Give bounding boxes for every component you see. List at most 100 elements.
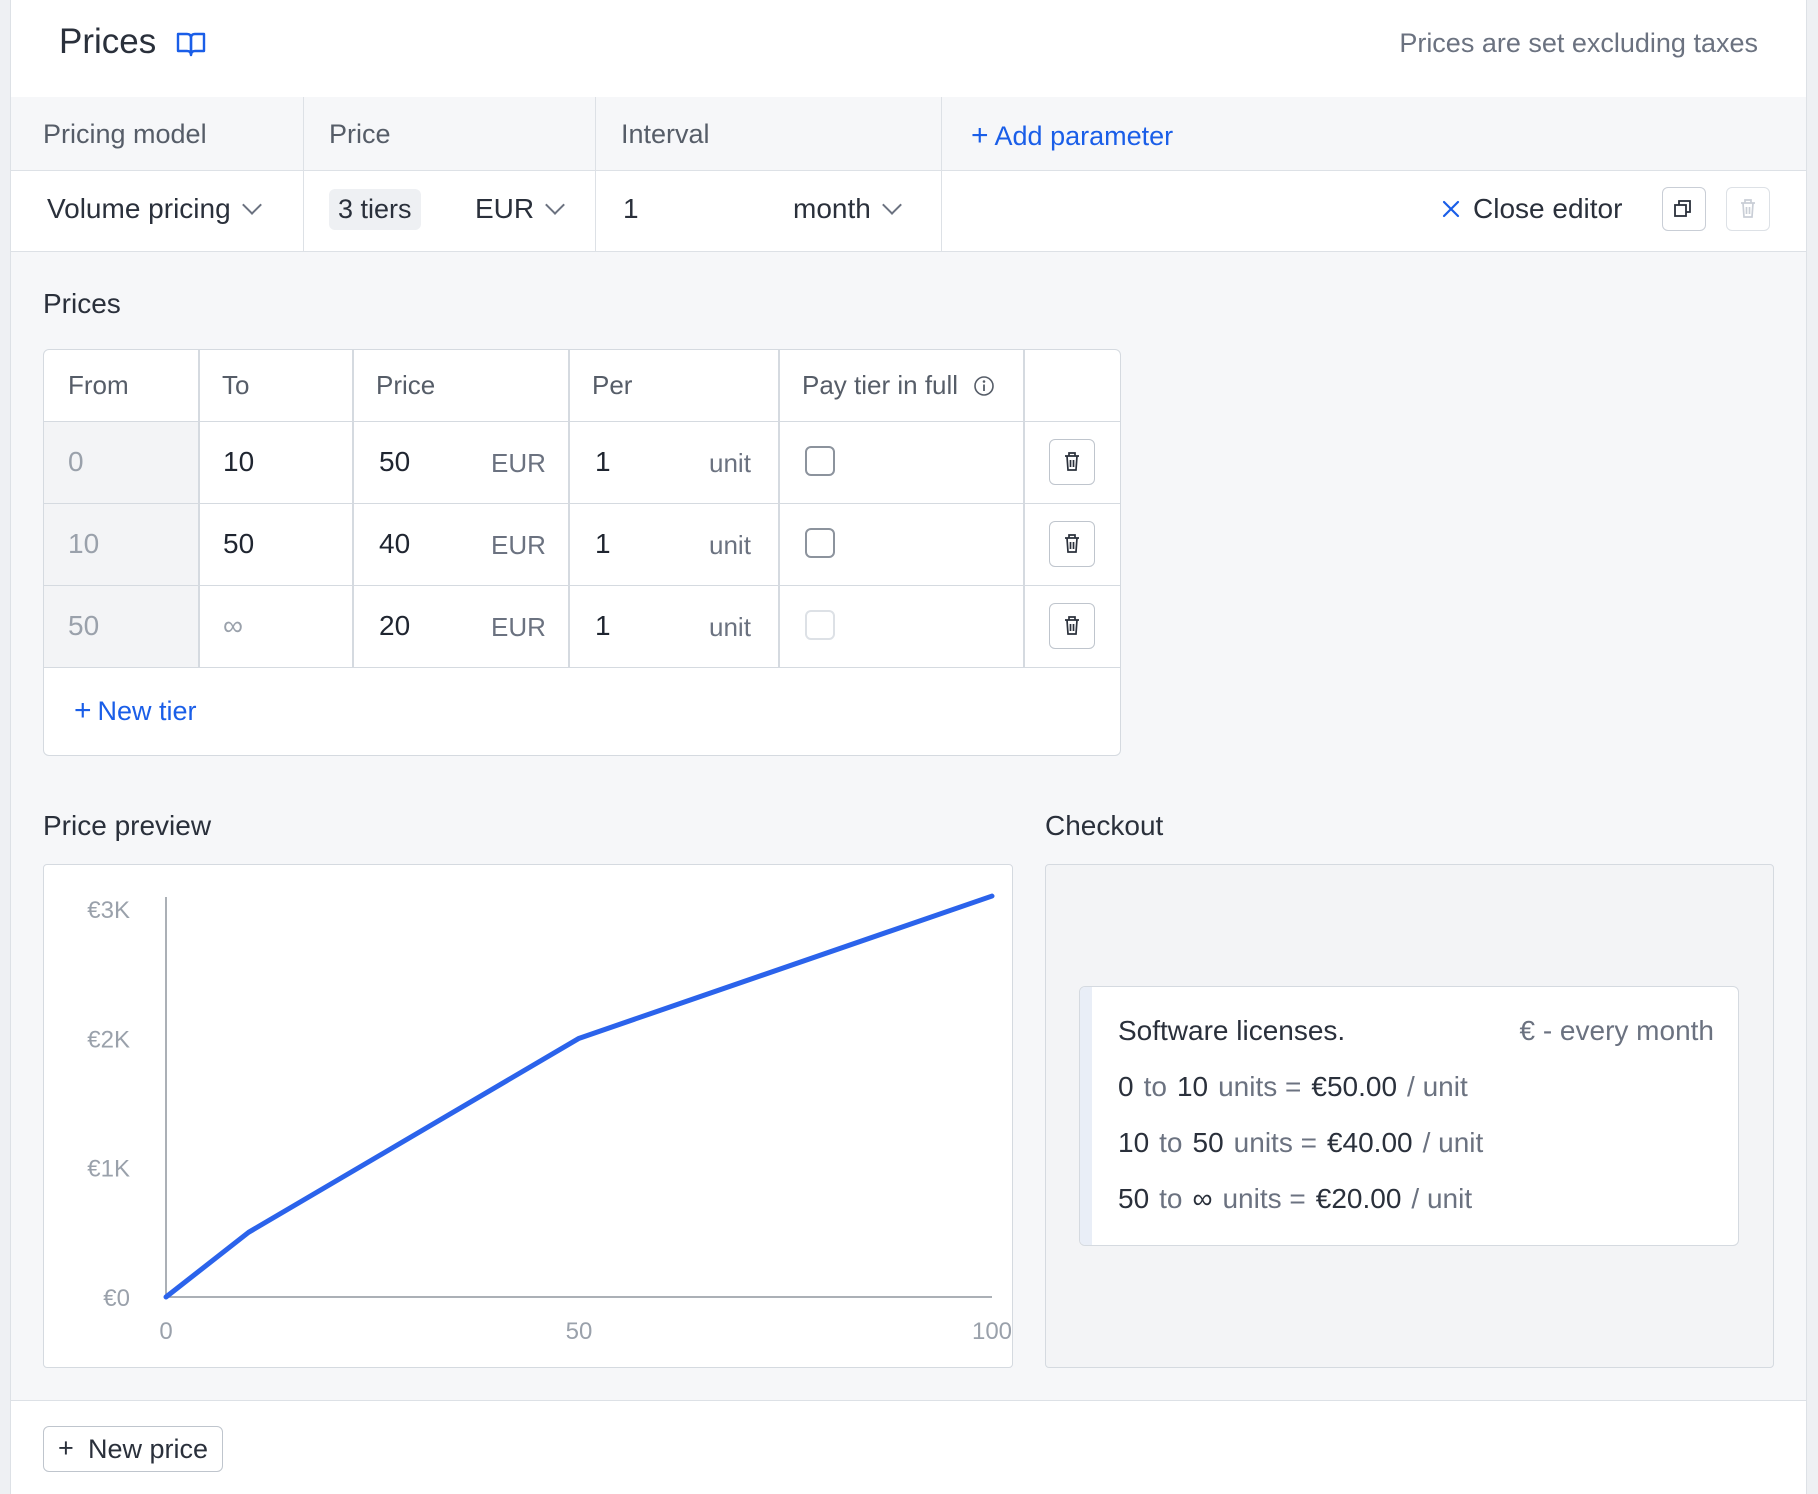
trash-icon: [1065, 452, 1079, 471]
per-input[interactable]: 1 unit: [569, 504, 778, 585]
book-icon[interactable]: [176, 31, 206, 57]
close-editor-label: Close editor: [1473, 193, 1623, 224]
parameters-row: Volume pricing 3 tiers EUR 1 month Close…: [11, 171, 1806, 251]
to-input[interactable]: 10: [199, 422, 352, 503]
tier-to: ∞: [1192, 1183, 1213, 1214]
price-preview-title: Price preview: [43, 810, 212, 841]
currency-label: EUR: [491, 448, 546, 478]
to-value-infinity: ∞: [223, 610, 243, 641]
checkout-product-name: Software licenses.: [1118, 1015, 1346, 1046]
to-column-header: To: [222, 370, 250, 400]
tiers-table-header: From To Price Per Pay tier in full: [44, 350, 1120, 422]
from-value: 50: [68, 610, 100, 641]
delete-tier-cell: [1024, 422, 1120, 503]
interval-count-input[interactable]: 1: [623, 193, 639, 224]
duplicate-icon: [1674, 200, 1691, 217]
tax-note: Prices are set excluding taxes: [1399, 28, 1758, 58]
pricing-model-select[interactable]: Volume pricing: [47, 193, 262, 225]
pay-tier-in-full-checkbox: [805, 610, 835, 640]
delete-tier-cell: [1024, 586, 1120, 667]
new-price-label: New price: [88, 1434, 209, 1464]
price-value: 50: [379, 446, 411, 477]
checkout-tier-line: 10 to 50 units = €40.00 / unit: [1118, 1127, 1493, 1159]
unit-label: unit: [709, 530, 751, 560]
tier-to: 50: [1192, 1127, 1224, 1158]
tier-units: units =: [1233, 1127, 1317, 1158]
checkout-card: Software licenses. € - every month 0 to 10…: [1079, 986, 1739, 1246]
prices-section-title: Prices: [43, 288, 121, 319]
from-cell: 0: [44, 422, 198, 503]
x-tick-label: 0: [159, 1318, 172, 1345]
tier-row: 10 50 40 EUR 1 unit: [44, 504, 1120, 586]
delete-price-button[interactable]: [1726, 187, 1770, 231]
tiers-badge[interactable]: 3 tiers: [329, 189, 421, 230]
checkout-tier-line: 50 to ∞ units = €20.00 / unit: [1118, 1183, 1482, 1215]
price-input[interactable]: 20 EUR: [353, 586, 568, 667]
currency-label: EUR: [491, 612, 546, 642]
from-cell: 50: [44, 586, 198, 667]
tier-from: 0: [1118, 1071, 1134, 1102]
add-parameter-link[interactable]: + Add parameter: [971, 119, 1173, 153]
close-editor-button[interactable]: Close editor: [1441, 193, 1622, 225]
currency-select[interactable]: EUR: [475, 193, 566, 225]
price-value: 20: [379, 610, 411, 641]
prices-card: Prices Prices are set excluding taxes Pr…: [10, 0, 1807, 1494]
unit-label: unit: [709, 448, 751, 478]
price-input[interactable]: 40 EUR: [353, 504, 568, 585]
pay-tier-in-full-checkbox[interactable]: [805, 446, 835, 476]
trash-icon: [1065, 616, 1079, 635]
interval-unit-select[interactable]: month: [793, 193, 902, 225]
to-value: 10: [223, 446, 255, 477]
unit-label: unit: [709, 612, 751, 642]
checkout-preview: Software licenses. € - every month 0 to 10…: [1045, 864, 1774, 1368]
price-input[interactable]: 50 EUR: [353, 422, 568, 503]
y-tick-label: €3K: [87, 897, 130, 924]
parameters-header: Pricing model Price Interval + Add parame…: [11, 97, 1806, 171]
currency-value: EUR: [475, 193, 535, 224]
chevron-down-icon: [545, 195, 566, 215]
to-input[interactable]: 50: [199, 504, 352, 585]
tier-units: units =: [1222, 1183, 1306, 1214]
new-tier-label: New tier: [97, 696, 197, 726]
table-divider: [352, 350, 354, 668]
from-cell: 10: [44, 504, 198, 585]
tier-row: 50 ∞ 20 EUR 1 unit: [44, 586, 1120, 668]
duplicate-button[interactable]: [1662, 187, 1706, 231]
pay-tier-in-full-checkbox[interactable]: [805, 528, 835, 558]
delete-tier-button[interactable]: [1049, 603, 1095, 649]
new-tier-button[interactable]: + New tier: [74, 694, 197, 728]
tier-units: units =: [1218, 1071, 1302, 1102]
table-divider: [778, 350, 780, 668]
x-tick-label: 50: [566, 1318, 593, 1345]
y-tick-label: €0: [103, 1285, 130, 1312]
checkout-frequency: € - every month: [1519, 1015, 1714, 1046]
tier-row: 0 10 50 EUR 1 unit: [44, 422, 1120, 504]
price-header: Price: [329, 119, 391, 149]
price-preview-svg: €0 €1K €2K €3K 0 50 100: [87, 893, 1011, 1345]
pay-tier-in-full-cell: [779, 586, 1023, 667]
trash-icon: [1065, 534, 1079, 553]
per-input[interactable]: 1 unit: [569, 586, 778, 667]
delete-tier-cell: [1024, 504, 1120, 585]
pay-tier-in-full-cell: [779, 504, 1023, 585]
tier-price: €20.00: [1315, 1183, 1402, 1214]
tier-per: / unit: [1411, 1183, 1473, 1214]
tier-to-word: to: [1159, 1127, 1183, 1158]
trash-icon: [1741, 199, 1755, 218]
delete-tier-button[interactable]: [1049, 439, 1095, 485]
info-icon[interactable]: [973, 375, 995, 397]
chevron-down-icon: [881, 195, 902, 215]
tier-to: 10: [1176, 1071, 1209, 1102]
currency-label: EUR: [491, 530, 546, 560]
per-input[interactable]: 1 unit: [569, 422, 778, 503]
page-title: Prices: [59, 22, 157, 61]
delete-tier-button[interactable]: [1049, 521, 1095, 567]
new-price-button[interactable]: + New price: [43, 1426, 223, 1472]
tier-to-word: to: [1159, 1183, 1183, 1214]
pay-tier-in-full-header: Pay tier in full: [802, 370, 995, 401]
tier-per: / unit: [1422, 1127, 1484, 1158]
checkout-card-accent: [1080, 987, 1092, 1245]
price-preview-chart: €0 €1K €2K €3K 0 50 100: [43, 864, 1013, 1368]
card-header: Prices Prices are set excluding taxes: [11, 0, 1806, 98]
interval-unit-value: month: [793, 193, 871, 224]
